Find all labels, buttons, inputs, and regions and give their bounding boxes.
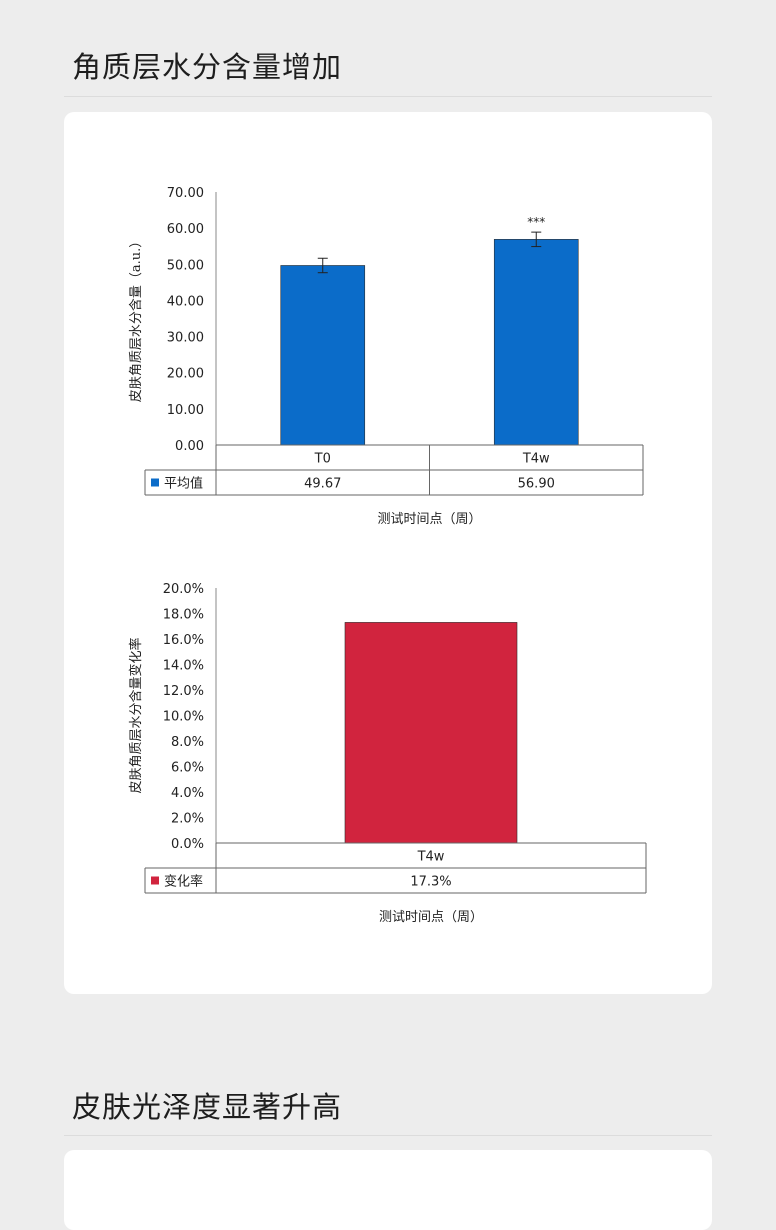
section-title-glow: 皮肤光泽度显著升高: [72, 1090, 343, 1124]
y-axis-title: 皮肤角质层水分含量变化率: [128, 637, 144, 793]
y-tick-label: 30.00: [167, 331, 204, 346]
legend-label: 平均值: [164, 476, 203, 492]
y-tick-label: 20.0%: [163, 582, 204, 597]
y-tick-label: 12.0%: [163, 684, 204, 699]
y-tick-label: 8.0%: [171, 735, 204, 750]
hydration-chart: 0.00 10.00 20.00 30.00 40.00 50.00 60.00 70.00 *…: [128, 186, 644, 527]
data-label: 56.90: [518, 477, 555, 492]
section-title-hydration: 角质层水分含量增加: [72, 50, 343, 84]
category-label: T0: [314, 452, 331, 467]
legend-swatch: [151, 478, 159, 487]
x-axis-title: 测试时间点（周）: [379, 910, 483, 925]
y-tick-label: 0.00: [175, 439, 204, 454]
data-label: 49.67: [304, 477, 341, 492]
data-label: 17.3%: [410, 875, 451, 890]
y-tick-label: 10.00: [167, 403, 204, 418]
y-tick-label: 20.00: [167, 367, 204, 382]
legend-label: 变化率: [164, 874, 203, 890]
y-tick-label: 10.0%: [163, 710, 204, 725]
y-tick-label: 40.00: [167, 294, 204, 309]
y-tick-label: 0.0%: [171, 837, 204, 852]
x-axis-title: 测试时间点（周）: [377, 512, 481, 527]
bar: [280, 265, 366, 446]
y-tick-label: 60.00: [167, 222, 204, 237]
chart-card: 0.00 10.00 20.00 30.00 40.00 50.00 60.00 70.00 *…: [64, 112, 712, 994]
y-tick-label: 2.0%: [171, 812, 204, 827]
category-label: T4w: [522, 452, 550, 467]
y-tick-label: 70.00: [167, 186, 204, 201]
y-tick-label: 16.0%: [163, 633, 204, 648]
bar: [493, 239, 579, 446]
next-card: [64, 1150, 712, 1230]
y-axis-title: 皮肤角质层水分含量（a.u.）: [128, 235, 144, 402]
significance-label: ***: [527, 215, 545, 229]
section-divider: [64, 96, 712, 97]
y-tick-label: 14.0%: [163, 659, 204, 674]
y-tick-label: 50.00: [167, 258, 204, 273]
category-label: T4w: [417, 850, 445, 865]
legend-swatch: [151, 876, 159, 885]
section-divider: [64, 1135, 712, 1136]
y-tick-label: 6.0%: [171, 761, 204, 776]
bar: [344, 622, 518, 844]
y-tick-label: 18.0%: [163, 608, 204, 623]
y-tick-label: 4.0%: [171, 786, 204, 801]
change-rate-chart: 0.0% 2.0% 4.0% 6.0% 8.0% 10.0% 12.0% 14.0% 16.0%…: [128, 582, 647, 925]
